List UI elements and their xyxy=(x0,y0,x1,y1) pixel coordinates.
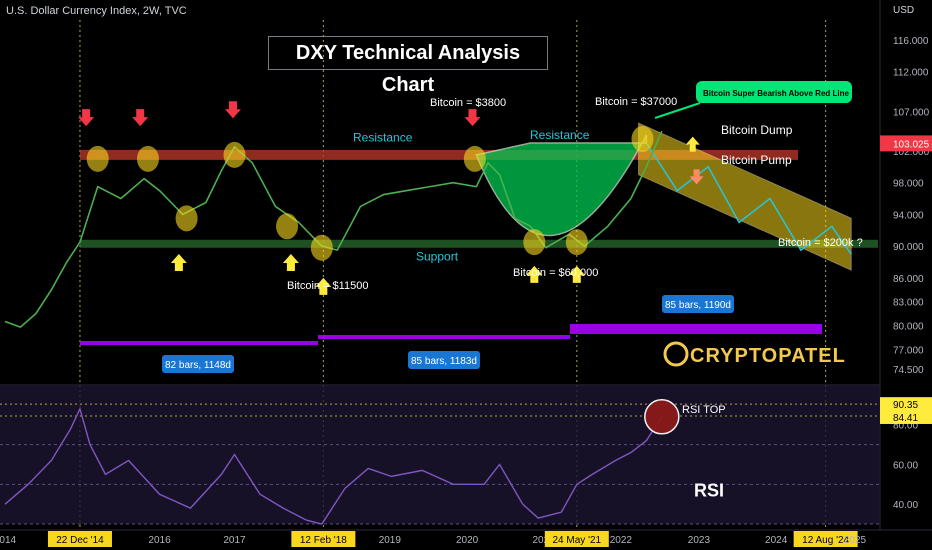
pivot-highlight xyxy=(136,145,159,172)
y-tick-label: 98.000 xyxy=(893,179,924,190)
up-arrow xyxy=(282,254,299,272)
callout-text: Bitcoin Super Bearish Above Red Line xyxy=(703,89,850,98)
y-tick-label: 77.000 xyxy=(893,345,924,356)
bars-range-badge xyxy=(162,355,234,373)
x-tick-label: 2021 xyxy=(532,535,555,546)
y-tick-label: 112.000 xyxy=(893,68,929,79)
bars-range-line xyxy=(570,324,822,334)
rsi-level-text: 84.41 xyxy=(893,413,918,424)
x-tick-label: 2017 xyxy=(223,535,246,546)
rsi-line xyxy=(4,406,663,525)
rsi-band xyxy=(0,385,880,525)
pivot-highlight xyxy=(86,145,109,172)
pivot-highlight xyxy=(631,126,654,153)
resistance-zone xyxy=(80,149,798,160)
pivot-highlight xyxy=(310,234,333,261)
pivot-highlight xyxy=(223,141,246,168)
bars-range-text: 82 bars, 1148d xyxy=(165,360,231,371)
descending-channel xyxy=(638,122,852,271)
x-tick-label: 2025 xyxy=(844,535,867,546)
logo-text: CRYPTOPATEL xyxy=(690,345,846,367)
x-tick-label: 22 Dec '14 xyxy=(56,535,104,546)
bars-range-badge xyxy=(408,351,480,369)
bars-range-line xyxy=(80,341,318,345)
up-arrow xyxy=(568,265,585,283)
y-tick-label: 107.000 xyxy=(893,107,930,118)
x-tick-highlight xyxy=(291,531,356,547)
pivot-highlight xyxy=(463,145,486,172)
x-tick-label: 2024 xyxy=(765,535,788,546)
x-tick-label: 2014 xyxy=(0,535,17,546)
rsi-title: RSI xyxy=(694,480,724,500)
bitcoin-pump-label: Bitcoin Pump xyxy=(721,153,792,167)
btc-11500-label: Bitcoin = $11500 xyxy=(287,280,368,292)
pivot-highlight xyxy=(276,213,299,240)
x-tick-label: 12 Feb '18 xyxy=(300,535,347,546)
x-tick-label: 24 May '21 xyxy=(553,535,602,546)
y-tick-label: 116.000 xyxy=(893,36,929,47)
x-tick-highlight xyxy=(544,531,609,547)
down-arrow xyxy=(132,109,149,127)
pivot-highlight xyxy=(175,205,198,232)
pivot-highlight xyxy=(523,229,546,256)
rsi-tick-label: 60.00 xyxy=(893,460,918,471)
support-zone xyxy=(80,239,878,248)
rsi-tick-label: 80.00 xyxy=(893,421,918,432)
rsi-tick-label: 40.00 xyxy=(893,500,918,511)
rsi-top-marker xyxy=(644,399,680,435)
currency-label: USD xyxy=(893,5,914,16)
up-arrow xyxy=(170,254,187,272)
callout-box xyxy=(696,81,852,103)
pump-arrow xyxy=(689,169,704,185)
y-tick-label: 74.500 xyxy=(893,365,924,376)
x-tick-label: 2019 xyxy=(379,535,402,546)
y-tick-label: 94.000 xyxy=(893,210,924,221)
dump-arrow xyxy=(685,136,700,152)
x-tick-label: 2022 xyxy=(610,535,633,546)
bitcoin-dump-label: Bitcoin Dump xyxy=(721,123,793,137)
last-price-text: 103.025 xyxy=(893,139,930,150)
rsi-level-text: 90.35 xyxy=(893,400,918,411)
btc-3800-label: Bitcoin = $3800 xyxy=(430,97,506,109)
resistance-label-2: Resistance xyxy=(530,128,590,142)
x-tick-highlight xyxy=(793,531,858,547)
y-tick-label: 90.000 xyxy=(893,242,924,253)
btc-200k-label: Bitcoin = $200k ? xyxy=(778,237,863,249)
pivot-highlight xyxy=(565,229,588,256)
btc-37000-label: Bitcoin = $37000 xyxy=(595,96,677,108)
x-tick-label: 12 Aug '24 xyxy=(802,535,849,546)
rsi-top-label: RSI TOP xyxy=(682,404,726,416)
symbol-header: U.S. Dollar Currency Index, 2W, TVC xyxy=(6,5,187,17)
x-tick-highlight xyxy=(47,531,112,547)
support-label: Support xyxy=(416,249,459,263)
resistance-label: Resistance xyxy=(353,130,413,144)
down-arrow xyxy=(78,109,95,127)
up-arrow xyxy=(315,277,332,295)
bars-range-text: 85 bars, 1183d xyxy=(411,356,477,367)
up-arrow xyxy=(526,265,543,283)
rsi-level-badge xyxy=(880,397,932,412)
chart-title: DXY Technical Analysis Chart xyxy=(268,36,548,96)
bars-range-badge xyxy=(662,295,734,313)
y-tick-label: 80.000 xyxy=(893,321,924,332)
x-tick-label: 2020 xyxy=(456,535,479,546)
bars-range-line xyxy=(318,335,570,339)
logo-mark xyxy=(663,341,689,367)
rsi-level-badge xyxy=(880,409,932,424)
y-tick-label: 83.000 xyxy=(893,298,924,309)
bars-range-text: 85 bars, 1190d xyxy=(665,300,731,311)
projection-path xyxy=(645,142,852,255)
y-tick-label: 86.000 xyxy=(893,274,924,285)
x-tick-label: 2023 xyxy=(688,535,711,546)
down-arrow xyxy=(224,101,241,119)
cup-pattern xyxy=(475,134,648,236)
callout-pointer xyxy=(654,102,701,119)
x-tick-label: 2016 xyxy=(148,535,171,546)
down-arrow xyxy=(464,109,481,127)
last-price-badge xyxy=(880,135,932,152)
btc-60000-label: Bitcoin = $60,000 xyxy=(513,267,598,279)
y-tick-label: 102.000 xyxy=(893,147,930,158)
